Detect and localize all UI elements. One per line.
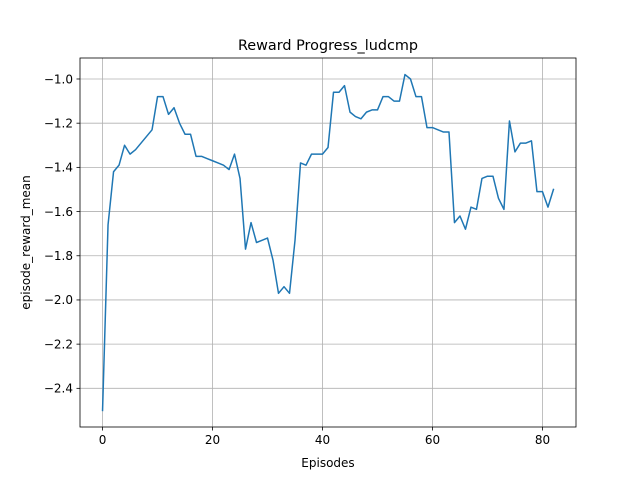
series-line [101, 73, 555, 412]
y-tick-label: −2.0 [44, 293, 73, 307]
y-axis-label: episode_reward_mean [19, 175, 33, 310]
y-tick-label: −1.0 [44, 72, 73, 86]
plot-frame [79, 57, 577, 428]
y-tick-label: −1.6 [44, 205, 73, 219]
x-tick-label: 60 [425, 433, 440, 447]
x-tick-label: 40 [315, 433, 330, 447]
y-tick-label: −2.4 [44, 382, 73, 396]
series-layer [101, 73, 555, 412]
x-axis-ticks: 0 20 40 60 80 [99, 427, 550, 447]
grid [80, 58, 576, 427]
x-tick-label: 0 [99, 433, 107, 447]
x-tick-label: 20 [205, 433, 220, 447]
x-axis-label: Episodes [301, 456, 354, 470]
y-tick-label: −1.4 [44, 161, 73, 175]
chart-title: Reward Progress_ludcmp [238, 38, 418, 54]
y-axis-ticks: −2.4 −2.2 −2.0 −1.8 −1.6 −1.4 −1.2 −1.0 [44, 72, 80, 396]
y-tick-label: −1.8 [44, 249, 73, 263]
y-tick-label: −1.2 [44, 116, 73, 130]
x-tick-label: 80 [535, 433, 550, 447]
y-tick-label: −2.2 [44, 337, 73, 351]
